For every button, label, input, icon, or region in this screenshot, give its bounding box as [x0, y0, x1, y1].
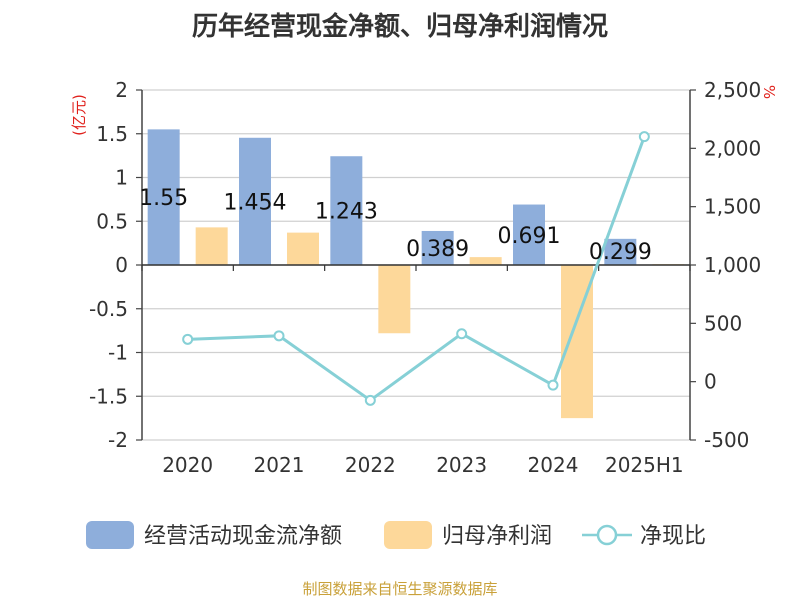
x-tick-label: 2020	[162, 453, 213, 477]
grid-lines	[142, 89, 690, 441]
x-tick-label: 2025H1	[605, 453, 684, 477]
y-tick-label: 1.5	[96, 122, 128, 146]
legend: 经营活动现金流净额 归母净利润 净现比	[86, 521, 706, 549]
cashflow-data-label: 0.299	[589, 240, 652, 265]
cashflow-bar	[147, 129, 180, 265]
source-note: 制图数据来自恒生聚源数据库	[302, 580, 498, 598]
y-tick-label: 2	[115, 78, 128, 102]
legend-swatch	[384, 521, 432, 549]
legend-marker	[596, 524, 618, 546]
chart-title: 历年经营现金净额、归母净利润情况	[191, 12, 608, 42]
y2-tick-label: 1,500	[704, 195, 761, 219]
cashflow-data-label: 1.55	[139, 186, 188, 211]
y-tick-label: -0.5	[89, 297, 128, 321]
netprofit-bar	[469, 257, 502, 265]
cashflow-bar	[421, 230, 454, 265]
ratio-point	[182, 333, 194, 345]
y-axis-unit: (亿元)	[70, 94, 88, 136]
cashflow-data-label: 0.389	[406, 237, 469, 262]
legend-label: 经营活动现金流净额	[144, 524, 342, 549]
cashflow-bar	[239, 137, 271, 265]
y2-axis-unit: %	[760, 85, 778, 99]
ratio-point	[456, 328, 468, 340]
netprofit-bar	[287, 232, 319, 265]
ratio-point	[364, 394, 376, 406]
x-tick-label: 2024	[528, 453, 579, 477]
cashflow-data-label: 0.691	[498, 224, 561, 249]
cashflow-data-label: 1.454	[224, 190, 287, 215]
cashflow-bar	[330, 156, 363, 265]
y2-tick-label: 1,000	[704, 253, 761, 277]
ratio-line-path	[187, 136, 646, 403]
y2-tick-label: 2,500	[704, 78, 761, 102]
cashflow-bar	[513, 204, 545, 265]
cashflow-data-label: 1.243	[315, 200, 378, 225]
y2-tick-label: -500	[704, 428, 749, 452]
legend-label: 净现比	[640, 524, 706, 549]
y-tick-label: 1	[115, 166, 128, 190]
cashflow-bar	[604, 238, 637, 265]
y2-tick-label: 0	[704, 370, 717, 394]
y-tick-label: -1	[108, 341, 128, 365]
y2-tick-label: 500	[704, 311, 742, 335]
ratio-point	[547, 379, 559, 391]
x-tick-label: 2021	[254, 453, 305, 477]
y-tick-label: -2	[108, 428, 128, 452]
y-tick-label: -1.5	[89, 384, 128, 408]
netprofit-bar	[378, 265, 411, 334]
data-labels: 1.55 1.454 1.243 0.389 0.691 0.299	[139, 186, 652, 265]
y-tick-label: 0	[115, 253, 128, 277]
bars	[147, 129, 685, 419]
ratio-point	[273, 330, 285, 342]
axes: 2 1.5 1 0.5 0 -0.5 -1 -1.5 -2 2,500 2,000 1,500 1,00…	[70, 78, 778, 477]
netprofit-bar	[195, 227, 228, 265]
y2-tick-label: 2,000	[704, 136, 761, 160]
ratio-point	[638, 131, 650, 143]
y-tick-label: 0.5	[96, 209, 128, 233]
legend-label: 归母净利润	[442, 524, 552, 549]
x-tick-label: 2022	[345, 453, 396, 477]
ratio-line	[182, 131, 650, 406]
x-tick-label: 2023	[436, 453, 487, 477]
legend-swatch	[86, 521, 134, 549]
